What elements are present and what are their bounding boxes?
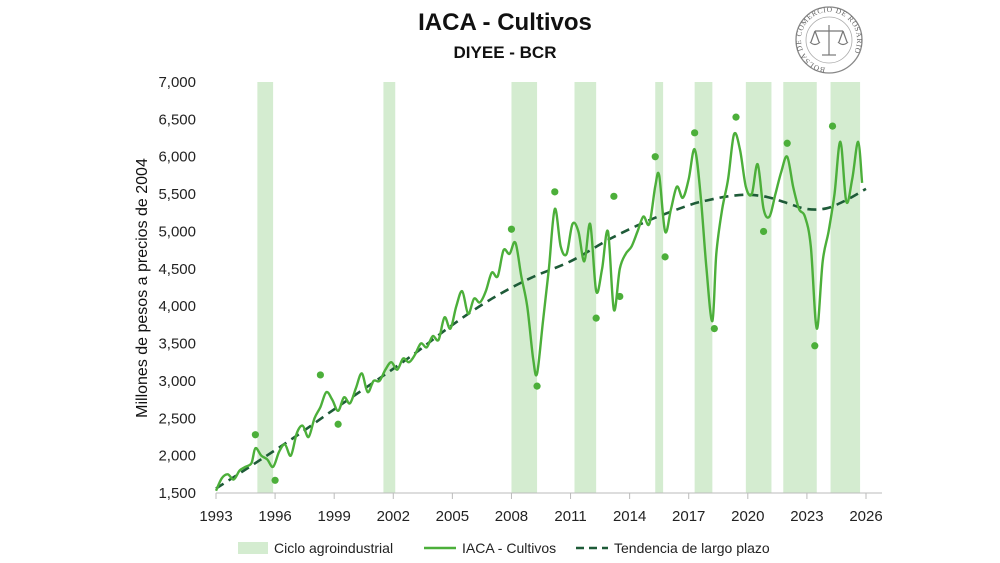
cycle-band (257, 82, 274, 493)
cycle-point (334, 420, 342, 428)
y-tick-label: 2,000 (158, 448, 196, 465)
y-tick-label: 6,500 (158, 111, 196, 128)
cycle-band (830, 82, 861, 493)
x-tick-label: 1993 (199, 508, 232, 525)
chart-subtitle: DIYEE - BCR (454, 43, 557, 62)
cycle-point (828, 122, 837, 130)
y-tick-label: 5,000 (158, 223, 196, 240)
cycle-point (651, 153, 659, 161)
legend-label-trend: Tendencia de largo plazo (614, 540, 770, 556)
y-tick-label: 7,000 (158, 74, 196, 91)
cycle-points (251, 113, 837, 484)
cycle-band (745, 82, 772, 493)
x-tick-label: 2002 (377, 508, 410, 525)
cycle-point (507, 225, 516, 233)
x-tick-label: 2017 (672, 508, 705, 525)
scales-of-justice-icon (809, 25, 849, 56)
chart-title: IACA - Cultivos (418, 9, 592, 36)
legend-label-series: IACA - Cultivos (462, 540, 556, 556)
x-tick-label: 1996 (258, 508, 291, 525)
y-tick-label: 4,500 (158, 261, 196, 278)
y-tick-label: 3,000 (158, 373, 196, 390)
y-tick-label: 5,500 (158, 186, 196, 203)
cycle-band (783, 82, 817, 493)
cycle-band (694, 82, 713, 493)
logo: BOLSA DE COMERCIO DE ROSARIO (794, 5, 864, 75)
y-tick-label: 3,500 (158, 336, 196, 353)
x-tick-label: 2005 (436, 508, 469, 525)
x-tick-label: 2011 (554, 508, 586, 525)
cycle-point (811, 342, 819, 350)
cycle-point (616, 292, 624, 301)
titles: IACA - Cultivos DIYEE - BCR (418, 9, 592, 62)
cycle-band (574, 82, 597, 493)
cycle-point (732, 113, 740, 121)
y-axis: 1,500 2,000 2,500 3,000 3,500 4,000 4,500 5,000… (158, 74, 196, 502)
y-tick-label: 2,500 (158, 410, 196, 427)
cycle-point (691, 129, 699, 137)
x-tick-label: 2023 (790, 508, 823, 525)
cycle-point (271, 476, 279, 484)
cycle-bands (257, 82, 861, 493)
y-axis-label: Millones de pesos a precios de 2004 (134, 158, 151, 418)
legend-label-cycle: Ciclo agroindustrial (274, 540, 393, 556)
series-line-iaca-cultivos (214, 131, 864, 492)
cycle-band (655, 82, 664, 493)
y-tick-label: 1,500 (158, 485, 196, 502)
x-tick-label: 2020 (731, 508, 764, 525)
logo-inner-ring (805, 16, 853, 64)
cycle-point (783, 139, 791, 147)
cycle-point (710, 325, 718, 333)
cycle-point (251, 431, 259, 439)
x-tick-label: 1999 (317, 508, 350, 525)
cycle-point (533, 382, 541, 390)
x-axis: 1993 1996 1999 2002 2005 2008 2011 2014 2017 2020… (199, 492, 883, 525)
cycle-point (316, 371, 324, 379)
cycle-point (610, 192, 618, 200)
legend: Ciclo agroindustrial IACA - Cultivos Ten… (238, 540, 770, 556)
y-tick-label: 4,000 (158, 298, 196, 315)
logo-outer-ring (795, 6, 863, 74)
cycle-band (383, 82, 396, 493)
x-tick-label: 2026 (849, 508, 882, 525)
legend-swatch-cycle (238, 542, 268, 554)
y-tick-label: 6,000 (158, 149, 196, 166)
x-tick-label: 2014 (613, 508, 646, 525)
cycle-point (661, 253, 669, 261)
cycle-point (551, 188, 559, 196)
cycle-point (759, 227, 768, 236)
cycle-point (592, 314, 600, 322)
x-tick-label: 2008 (495, 508, 528, 525)
